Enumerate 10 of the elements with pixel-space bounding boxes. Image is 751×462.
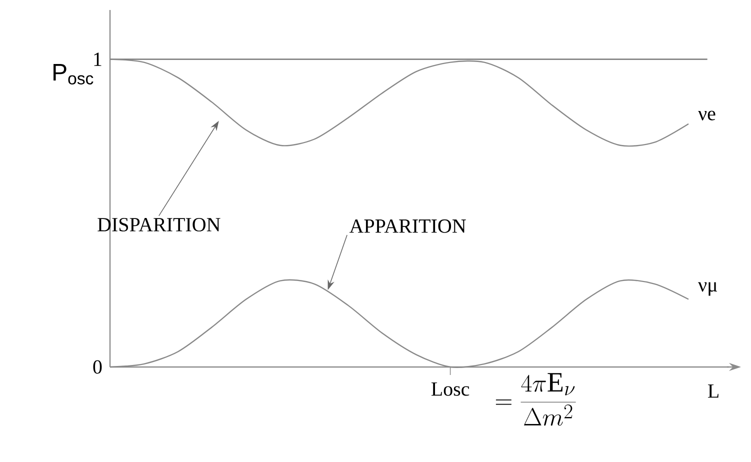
text: $= \frac{4\pi \mathrm{E}_{\nu}}{\Delta m^{2}}$ xyxy=(496,373,576,426)
y-tick-label: 0 xyxy=(93,360,102,374)
y-tick-label: 1 xyxy=(94,52,102,66)
annotation: APPARITION xyxy=(349,219,466,233)
x-axis-title: L xyxy=(708,384,718,398)
y-axis-title: P$_{osc}$ xyxy=(54,64,94,84)
series-label: νe xyxy=(698,110,716,120)
text: Losc xyxy=(431,382,470,396)
series-label: νμ xyxy=(698,282,717,296)
annotation: DISPARITION xyxy=(98,218,220,232)
